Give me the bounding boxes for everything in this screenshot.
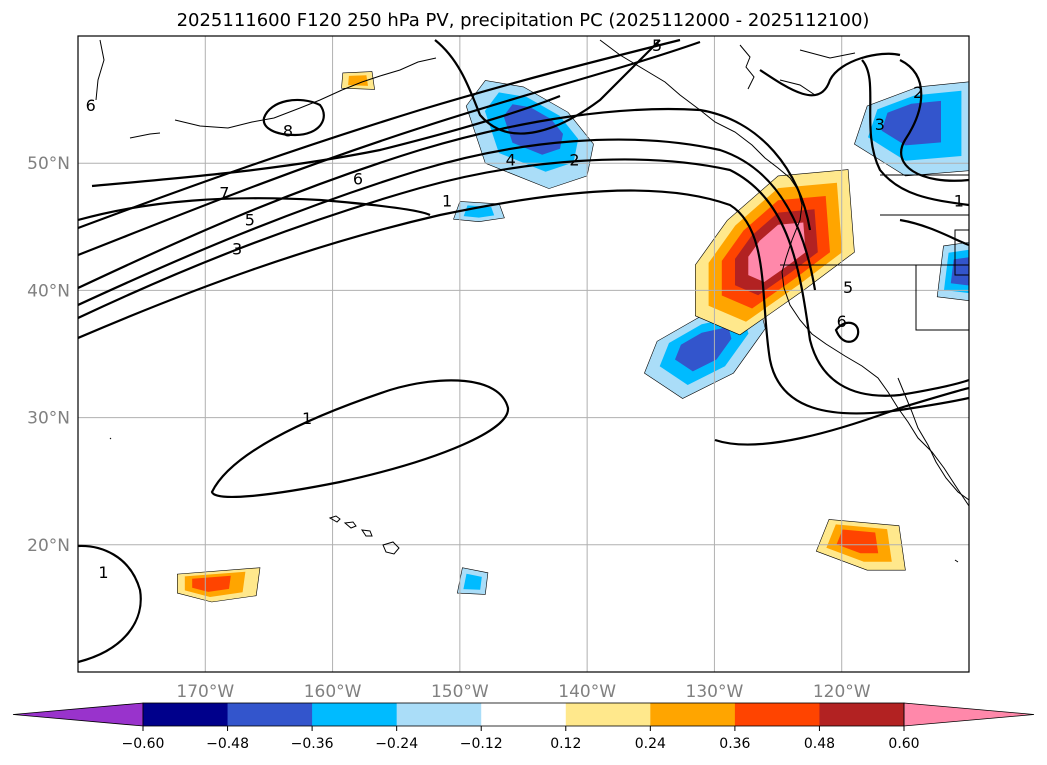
precip-level-2: [503, 104, 563, 155]
svg-text:6: 6: [353, 170, 363, 189]
pv-contours: [78, 38, 969, 664]
svg-text:3: 3: [232, 240, 242, 259]
colorbar-segment: [481, 703, 567, 726]
lon-tick-label: 140°W: [558, 682, 616, 702]
contour-label: 8: [283, 121, 293, 140]
colorbar-segment: [143, 703, 229, 726]
precip-level-2: [950, 257, 969, 286]
contour-label: 5: [652, 36, 662, 55]
colorbar-segment: [819, 703, 905, 726]
lat-tick-label: 40°N: [27, 281, 70, 301]
colorbar: −0.60 −0.48 −0.36 −0.24 −0.12 0.12 0.24 0.36 0.4…: [12, 702, 1035, 752]
precip-area-west-central-pacific: [177, 567, 261, 603]
lon-tick-label: 170°W: [176, 682, 234, 702]
precip-level-4: [748, 222, 806, 282]
contour-label: 5: [843, 278, 853, 297]
precip-level-2: [881, 100, 941, 146]
contour-label: 6: [86, 96, 96, 115]
lat-tick-label: 30°N: [27, 409, 70, 429]
svg-text:5: 5: [652, 36, 662, 55]
colorbar-segment: [650, 703, 736, 726]
svg-text:7: 7: [219, 184, 229, 203]
precip-level-2: [675, 326, 732, 372]
colorbar-tick-label: 0.12: [550, 736, 581, 752]
svg-text:3: 3: [875, 115, 885, 134]
colorbar-segment: [565, 703, 651, 726]
lon-tick-label: 120°W: [813, 682, 871, 702]
lon-tick-label: 130°W: [686, 682, 744, 702]
lat-tick-label: 20°N: [27, 536, 70, 556]
coastlines: [95, 39, 969, 563]
colorbar-tick-label: −0.60: [122, 736, 165, 752]
colorbar-tick-label: −0.36: [291, 736, 334, 752]
colorbar-segment: [227, 703, 313, 726]
colorbar-tick-label: 0.60: [888, 736, 919, 752]
svg-text:2: 2: [569, 151, 579, 170]
lon-tick-label: 150°W: [431, 682, 489, 702]
precip-area-great-basin: [936, 241, 969, 302]
colorbar-extend-high: [903, 702, 1035, 727]
svg-text:1: 1: [954, 191, 964, 210]
chart-title: 2025111600 F120 250 hPa PV, precipitatio…: [177, 10, 870, 31]
contour-label: 7: [219, 184, 229, 203]
contour-label: 4: [506, 151, 516, 170]
contour-label: 6: [353, 170, 363, 189]
svg-text:1: 1: [98, 563, 108, 582]
contour-label: 3: [875, 115, 885, 134]
colorbar-extend-low: [12, 702, 144, 727]
lon-tick-label: 160°W: [304, 682, 362, 702]
axis-tick-labels: 170°W 160°W 150°W 140°W 130°W 120°W 20°N 30°N 40…: [27, 154, 871, 702]
precip-level-1: [348, 75, 368, 86]
precip-level-1: [463, 573, 482, 590]
precip-area-central-pacific: [456, 567, 489, 595]
precip-area-us-west-coast: [694, 169, 855, 336]
colorbar-tick-label: −0.24: [375, 736, 418, 752]
colorbar-segment: [312, 703, 398, 726]
contour-label: 3: [232, 240, 242, 259]
contour-label: 1: [98, 563, 108, 582]
contour-label: 1: [442, 191, 452, 210]
contour-label: 2: [913, 83, 923, 102]
colorbar-tick-label: −0.12: [460, 736, 503, 752]
colorbar-tick-label: 0.48: [804, 736, 835, 752]
precip-level-2: [836, 529, 879, 554]
contour-label: 2: [569, 151, 579, 170]
colorbar-segment: [734, 703, 820, 726]
colorbar-frame: [142, 702, 905, 727]
lat-tick-label: 50°N: [27, 154, 70, 174]
contour-label: 5: [245, 210, 255, 229]
colorbar-tick-label: 0.36: [719, 736, 750, 752]
precip-level-2: [192, 575, 231, 592]
contour-label: 1: [302, 409, 312, 428]
svg-text:4: 4: [506, 151, 516, 170]
colorbar-segment: [396, 703, 482, 726]
colorbar-tick-label: −0.48: [206, 736, 249, 752]
contour-label: 6: [837, 312, 847, 331]
contour-labels: 6 8 7 6 5 4 3 2 1 5 2 3 1 5 6 1 1: [86, 36, 964, 582]
precip-area-aleutian-small: [341, 71, 375, 90]
svg-text:5: 5: [843, 278, 853, 297]
svg-text:6: 6: [86, 96, 96, 115]
colorbar-tick-label: 0.24: [635, 736, 666, 752]
svg-text:1: 1: [302, 409, 312, 428]
map-frame: [77, 35, 970, 673]
svg-text:5: 5: [245, 210, 255, 229]
svg-text:1: 1: [442, 191, 452, 210]
svg-text:8: 8: [283, 121, 293, 140]
svg-text:2: 2: [913, 83, 923, 102]
contour-label: 1: [954, 191, 964, 210]
svg-text:6: 6: [837, 312, 847, 331]
